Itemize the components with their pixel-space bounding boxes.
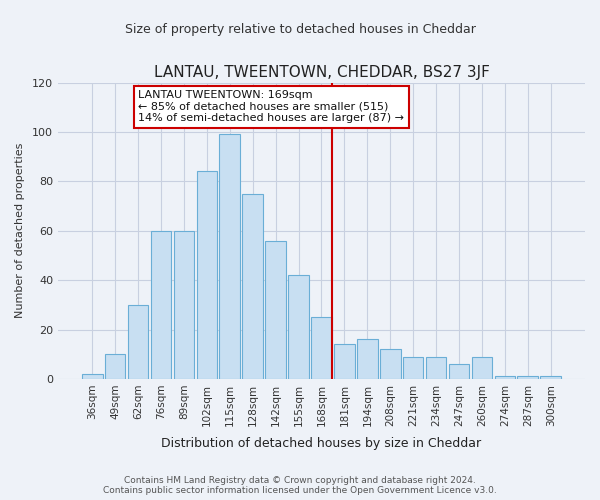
Bar bbox=[220, 134, 240, 379]
Bar bbox=[197, 172, 217, 379]
Text: LANTAU TWEENTOWN: 169sqm
← 85% of detached houses are smaller (515)
14% of semi-: LANTAU TWEENTOWN: 169sqm ← 85% of detach… bbox=[138, 90, 404, 123]
Bar bbox=[288, 275, 309, 379]
Y-axis label: Number of detached properties: Number of detached properties bbox=[15, 143, 25, 318]
Bar bbox=[357, 340, 377, 379]
Bar bbox=[449, 364, 469, 379]
Bar bbox=[242, 194, 263, 379]
Text: Size of property relative to detached houses in Cheddar: Size of property relative to detached ho… bbox=[125, 22, 475, 36]
Bar bbox=[403, 356, 424, 379]
Bar bbox=[494, 376, 515, 379]
Bar bbox=[380, 350, 401, 379]
Text: Contains HM Land Registry data © Crown copyright and database right 2024.
Contai: Contains HM Land Registry data © Crown c… bbox=[103, 476, 497, 495]
X-axis label: Distribution of detached houses by size in Cheddar: Distribution of detached houses by size … bbox=[161, 437, 482, 450]
Bar bbox=[173, 230, 194, 379]
Bar bbox=[82, 374, 103, 379]
Bar bbox=[541, 376, 561, 379]
Bar bbox=[472, 356, 492, 379]
Bar bbox=[265, 240, 286, 379]
Bar bbox=[105, 354, 125, 379]
Title: LANTAU, TWEENTOWN, CHEDDAR, BS27 3JF: LANTAU, TWEENTOWN, CHEDDAR, BS27 3JF bbox=[154, 65, 490, 80]
Bar bbox=[311, 317, 332, 379]
Bar bbox=[517, 376, 538, 379]
Bar bbox=[151, 230, 171, 379]
Bar bbox=[334, 344, 355, 379]
Bar bbox=[426, 356, 446, 379]
Bar bbox=[128, 305, 148, 379]
